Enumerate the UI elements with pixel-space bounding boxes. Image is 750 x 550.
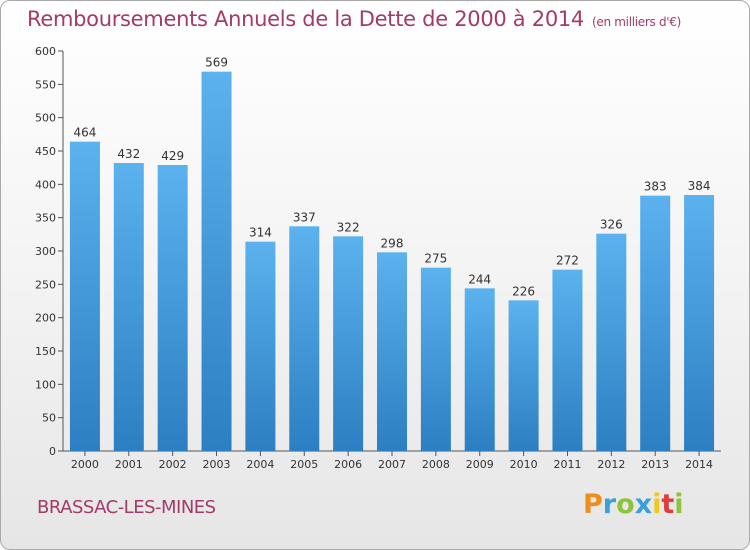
data-label: 569 [205, 56, 228, 70]
axes: 0 50 100 150 200 250 300 350 400 450 500 550 600 2000… [35, 45, 721, 471]
data-label: 337 [293, 210, 316, 224]
y-tick-label: 500 [35, 112, 56, 125]
bar-2000 [69, 141, 100, 451]
proxiti-logo: Proxiti [583, 489, 684, 520]
data-label: 432 [117, 147, 140, 161]
x-tick-label: 2002 [159, 458, 187, 471]
title-text: Remboursements Annuels de la Dette de 20… [27, 7, 584, 31]
bar-2008 [420, 267, 451, 451]
logo-letter: i [674, 489, 684, 520]
x-tick-label: 2007 [378, 458, 406, 471]
y-tick-label: 300 [35, 245, 56, 258]
bar-2012 [596, 233, 627, 451]
bar-2003 [201, 71, 232, 452]
data-label: 326 [600, 218, 623, 232]
data-label: 429 [161, 149, 184, 163]
bar-2002 [157, 165, 188, 451]
data-label: 298 [381, 236, 404, 250]
chart-title: Remboursements Annuels de la Dette de 20… [27, 7, 681, 31]
x-tick-label: 2005 [290, 458, 318, 471]
y-tick-label: 50 [42, 412, 56, 425]
x-tick-label: 2011 [553, 458, 581, 471]
y-tick-label: 250 [35, 278, 56, 291]
logo-letter: r [602, 489, 617, 520]
logo-letter: i [652, 489, 662, 520]
bar-2006 [333, 236, 364, 451]
x-tick-label: 2014 [685, 458, 713, 471]
bar-2005 [289, 226, 320, 451]
data-label: 384 [688, 179, 711, 193]
y-tick-label: 0 [49, 445, 56, 458]
data-label: 272 [556, 254, 579, 268]
x-tick-label: 2006 [334, 458, 362, 471]
logo-letter: P [583, 489, 603, 520]
data-label: 314 [249, 226, 272, 240]
x-tick-label: 2012 [597, 458, 625, 471]
x-tick-label: 2001 [115, 458, 143, 471]
bars [69, 71, 715, 452]
logo-letter: o [616, 489, 635, 520]
x-tick-label: 2004 [246, 458, 274, 471]
bar-2011 [552, 269, 583, 451]
bar-2007 [377, 252, 407, 451]
bar-2001 [113, 163, 144, 451]
x-tick-label: 2008 [422, 458, 450, 471]
y-tick-label: 150 [35, 345, 56, 358]
logo-letter: x [634, 489, 653, 520]
logo-letter: t [661, 489, 675, 520]
data-label: 275 [424, 252, 447, 266]
y-tick-label: 200 [35, 312, 56, 325]
data-label: 226 [512, 284, 535, 298]
data-label: 322 [337, 220, 360, 234]
x-tick-label: 2010 [510, 458, 538, 471]
x-tick-label: 2013 [641, 458, 669, 471]
x-tick-label: 2003 [203, 458, 231, 471]
data-label: 383 [644, 180, 667, 194]
y-tick-label: 450 [35, 145, 56, 158]
y-tick-label: 400 [35, 178, 56, 191]
y-tick-label: 550 [35, 78, 56, 91]
commune-name: BRASSAC-LES-MINES [37, 497, 216, 518]
y-tick-label: 350 [35, 212, 56, 225]
x-tick-label: 2009 [466, 458, 494, 471]
bar-2013 [640, 195, 671, 451]
y-tick-label: 600 [35, 45, 56, 58]
bar-2009 [464, 288, 495, 451]
x-tick-label: 2000 [71, 458, 99, 471]
data-label: 244 [468, 272, 491, 286]
data-labels: 464 432 429 569 314 337 322 298 275 244 226 272 326 3… [73, 56, 710, 299]
data-label: 464 [73, 126, 96, 140]
unit-label: (en milliers d'€) [592, 15, 682, 29]
bar-2014 [684, 195, 715, 451]
bar-2010 [508, 300, 539, 451]
y-tick-label: 100 [35, 378, 56, 391]
bar-2004 [245, 241, 276, 451]
